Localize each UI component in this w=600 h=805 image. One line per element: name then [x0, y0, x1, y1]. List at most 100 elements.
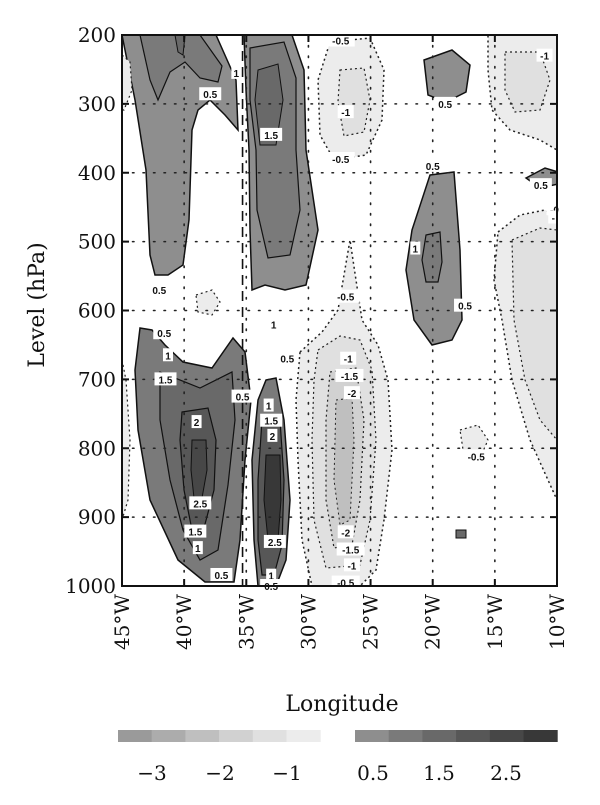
contour-label: 0.5 — [434, 96, 457, 111]
y-tick-label: 1000 — [65, 574, 116, 598]
contour-label-bg — [210, 567, 233, 581]
contour-label: -1 — [340, 351, 357, 366]
x-tick-label: 20°W — [421, 594, 445, 650]
contour-label-bg — [343, 386, 360, 400]
colorbar-swatch-positive — [422, 730, 457, 742]
contour-label-text: 2.5 — [193, 499, 207, 510]
contour-label-text: 2.5 — [268, 538, 282, 549]
colorbar-label: −1 — [272, 761, 301, 785]
positive-region-upper-left-inner — [139, 35, 223, 102]
contour-label-bg — [331, 289, 360, 303]
x-tick-label: 45°W — [110, 594, 134, 650]
contour-label-text: 0.5 — [152, 286, 166, 297]
negative-region-upper-left-edge — [122, 54, 133, 111]
contour-label-text: 0.5 — [264, 582, 278, 593]
contour-label: 0.5 — [421, 158, 444, 173]
contour-label-bg — [260, 127, 283, 141]
contour-label-text: -2 — [341, 528, 350, 539]
y-tick-label: 800 — [78, 436, 116, 460]
x-axis: 45°W 40°W 35°W 30°W 25°W 20°W 15°W 10°W — [110, 35, 569, 650]
contour-label: 0.5 — [148, 282, 171, 297]
contour-label-bg — [189, 496, 212, 510]
contour-label-bg — [184, 524, 207, 538]
contour-label-text: 1.5 — [159, 375, 173, 386]
contour-label-text: -0.5 — [337, 579, 355, 590]
contour-label-bg — [266, 568, 277, 582]
colorbar-swatch-negative — [219, 730, 254, 742]
colorbar-swatch-negative — [286, 730, 321, 742]
contour-label-text: -1 — [347, 561, 356, 572]
contour-labels: 10.51.510.50.50.511.522.51.510.50.511.52… — [148, 33, 563, 593]
contour-label-bg — [191, 415, 202, 429]
contour-label: 1 — [231, 65, 242, 80]
y-tick-label: 200 — [78, 23, 116, 47]
contour-label-bg — [454, 298, 477, 312]
contour-label: 0.5 — [210, 567, 233, 582]
contour-label-bg — [267, 428, 278, 442]
contour-label-bg — [153, 326, 176, 340]
contour-label-bg — [462, 449, 491, 463]
contour-label-bg — [199, 87, 222, 101]
contour-label-text: 2 — [194, 418, 200, 429]
contour-label: -1.5 — [336, 542, 365, 556]
contour-label-text: 0.5 — [280, 355, 294, 366]
positive-region-upper-left-core — [174, 35, 186, 56]
contour-label-bg — [263, 398, 274, 412]
contour-label: 1 — [266, 568, 277, 583]
contour-label: 2 — [267, 428, 278, 443]
colorbar-swatch-positive — [456, 730, 491, 742]
colorbar: −3 −2 −1 0.5 1.5 2.5 — [118, 730, 558, 785]
contour-label-text: 1.5 — [264, 131, 278, 142]
y-tick-label: 300 — [78, 92, 116, 116]
contour-label-bg — [548, 210, 559, 224]
contour-label-bg — [410, 241, 421, 255]
contour-label-bg — [231, 389, 254, 403]
colorbar-label: 1.5 — [423, 761, 455, 785]
contour-label-bg — [162, 348, 173, 362]
contour-label: -1 — [536, 48, 553, 63]
contour-label-text: 0.5 — [236, 393, 250, 404]
contour-label-text: 0.5 — [534, 181, 548, 192]
contour-label: -0.5 — [326, 151, 355, 166]
contour-label: -2 — [343, 386, 360, 400]
contour-label: -0.5 — [331, 575, 360, 590]
contour-label-text: 0.5 — [438, 100, 452, 111]
contour-label-bg — [536, 48, 553, 62]
contour-label-text: -1 — [540, 52, 549, 63]
contour-label: 0.5 — [529, 178, 552, 192]
x-axis-title: Longitude — [285, 692, 398, 717]
colorbar-swatch-positive — [388, 730, 423, 742]
contour-label-bg — [343, 558, 360, 572]
negative-region-left-edge — [122, 359, 131, 521]
contour-label-text: 0.5 — [214, 571, 228, 582]
contour-label: 1.5 — [260, 413, 283, 428]
y-tick-label: 500 — [78, 230, 116, 254]
contour-label: 1 — [263, 398, 274, 413]
x-tick-label: 25°W — [359, 594, 383, 650]
contour-label-text: 0.5 — [426, 162, 440, 173]
contour-label: -0.5 — [462, 449, 491, 464]
colorbar-label: −2 — [205, 761, 234, 785]
contour-label: 0.5 — [276, 351, 299, 366]
contour-label-text: 1.5 — [188, 528, 202, 539]
colorbar-swatch-negative — [185, 730, 220, 742]
contour-label-text: -0.5 — [332, 37, 350, 48]
contour-label: -1.5 — [335, 368, 364, 383]
contour-label-text: 1 — [413, 245, 419, 256]
contour-label-text: 1 — [271, 320, 277, 331]
contour-label: 1.5 — [260, 127, 283, 142]
contour-label-text: - — [552, 214, 555, 225]
x-tick-label: 30°W — [296, 594, 320, 650]
contour-label-bg — [260, 413, 283, 427]
contour-label-bg — [421, 158, 444, 172]
colorbar-label: 2.5 — [490, 761, 522, 785]
contour-label-text: 1 — [234, 69, 240, 80]
contour-label: -1 — [343, 558, 360, 572]
colorbar-swatch-negative — [118, 730, 153, 742]
x-tick-label: 15°W — [483, 594, 507, 650]
positive-region-tiny — [455, 529, 467, 539]
contour-label-bg — [529, 178, 552, 192]
y-tick-label: 600 — [78, 299, 116, 323]
negative-region-lower-right-inner — [511, 227, 557, 441]
contour-label-bg — [337, 525, 354, 539]
